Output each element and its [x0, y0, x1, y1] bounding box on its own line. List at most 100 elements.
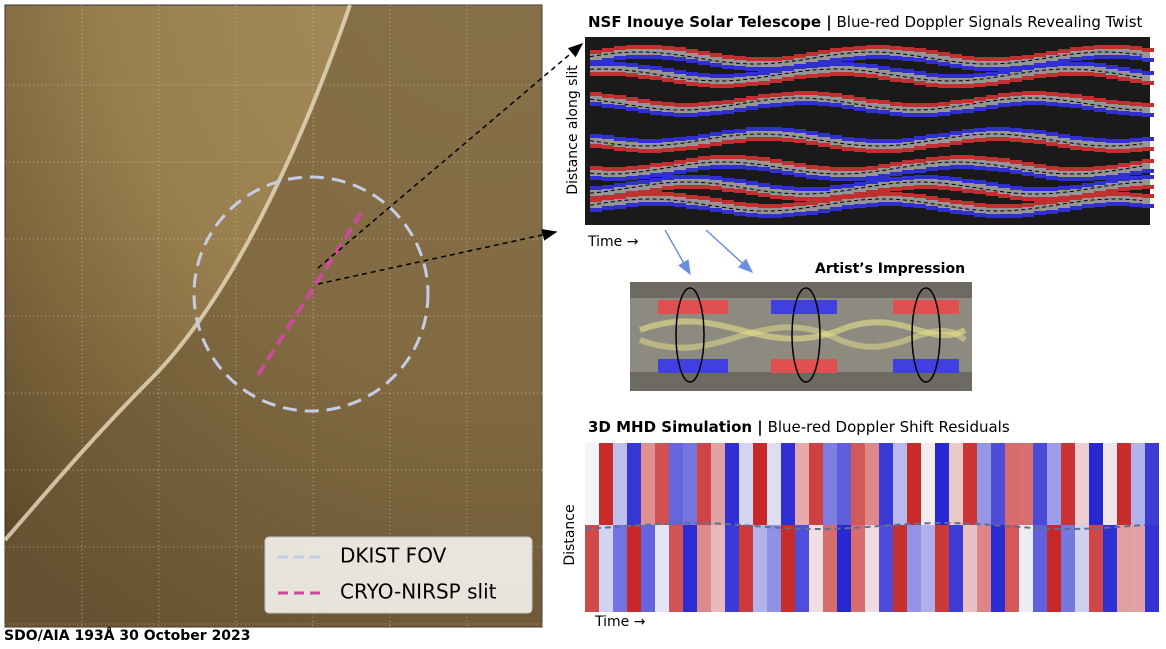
strip-white	[722, 202, 734, 212]
strip-blue	[746, 181, 758, 185]
strip-blue	[758, 127, 770, 131]
strip-blue	[866, 166, 878, 170]
strip-red	[674, 80, 686, 84]
strip-blue	[710, 101, 722, 105]
strip-red	[1034, 140, 1046, 144]
strip-blue	[890, 139, 902, 143]
stripe	[921, 525, 935, 612]
strip-white	[758, 73, 770, 83]
strip-red	[1046, 142, 1058, 146]
strip-blue	[1058, 93, 1070, 97]
strip-blue	[926, 196, 938, 200]
strip-white	[1118, 179, 1130, 189]
stripe	[795, 443, 809, 525]
strip-blue	[698, 51, 710, 55]
strip-white	[890, 48, 902, 58]
stripe	[683, 443, 697, 525]
stripe	[1047, 443, 1061, 525]
strip-red	[986, 67, 998, 71]
strip-red	[1106, 75, 1118, 79]
strip-blue	[1094, 166, 1106, 170]
strip-white	[1070, 198, 1082, 208]
strip-red	[746, 106, 758, 110]
strip-white	[866, 182, 878, 192]
strip-white	[1094, 65, 1106, 75]
stripe	[1019, 525, 1033, 612]
strip-white	[950, 202, 962, 212]
strip-red	[950, 165, 962, 169]
strip-blue	[782, 161, 794, 165]
strip-blue	[1094, 45, 1106, 49]
stripe	[669, 525, 683, 612]
strip-blue	[734, 129, 746, 133]
strip-white	[746, 158, 758, 168]
strip-red	[914, 185, 926, 189]
artist-image	[630, 282, 972, 391]
strip-white	[1142, 177, 1154, 187]
strip-white	[1130, 48, 1142, 58]
strip-white	[1130, 104, 1142, 114]
legend: DKIST FOV CRYO-NIRSP slit	[264, 536, 533, 614]
strip-white	[770, 161, 782, 171]
strip-white	[938, 76, 950, 86]
strip-red	[866, 190, 878, 194]
strip-white	[626, 140, 638, 150]
strip-blue	[626, 63, 638, 67]
strip-blue	[758, 71, 770, 75]
strip-white	[818, 189, 830, 199]
strip-red	[842, 147, 854, 151]
strip-red	[710, 165, 722, 169]
strip-blue	[986, 127, 998, 131]
strip-blue	[794, 91, 806, 95]
stripe	[879, 443, 893, 525]
strip-blue	[1094, 181, 1106, 185]
strip-white	[878, 102, 890, 112]
strip-white	[638, 67, 650, 77]
strip-white	[674, 49, 686, 59]
strip-blue	[650, 178, 662, 182]
strip-red	[986, 105, 998, 109]
strip-white	[1070, 169, 1082, 179]
strip-red	[746, 137, 758, 141]
strip-blue	[1142, 175, 1154, 179]
strip-red	[1094, 203, 1106, 207]
strip-blue	[722, 55, 734, 59]
strip-white	[986, 184, 998, 194]
stripe	[795, 525, 809, 612]
stripe	[991, 443, 1005, 525]
strip-red	[1010, 102, 1022, 106]
strip-blue	[1022, 162, 1034, 166]
strip-red	[674, 113, 686, 117]
strip-white	[1082, 98, 1094, 108]
strip-red	[626, 73, 638, 77]
strip-white	[854, 184, 866, 194]
strip-red	[950, 210, 962, 214]
strip-red	[722, 140, 734, 144]
strip-white	[1058, 51, 1070, 61]
strip-blue	[962, 99, 974, 103]
strip-red	[602, 104, 614, 108]
stripe	[711, 525, 725, 612]
strip-blue	[878, 164, 890, 168]
strip-red	[962, 66, 974, 70]
strip-blue	[962, 155, 974, 159]
panel-title: Artist’s Impression	[815, 261, 965, 277]
strip-white	[998, 186, 1010, 196]
strip-white	[962, 203, 974, 213]
strip-white	[638, 47, 650, 57]
strip-red	[902, 57, 914, 61]
strip-white	[1142, 161, 1154, 171]
strip-blue	[614, 167, 626, 171]
stripe	[781, 525, 795, 612]
strip-red	[1118, 173, 1130, 177]
strip-white	[758, 159, 770, 169]
stripe	[949, 443, 963, 525]
strip-white	[698, 136, 710, 146]
strip-red	[674, 203, 686, 207]
strip-white	[662, 164, 674, 174]
strip-red	[770, 103, 782, 107]
strip-blue	[986, 95, 998, 99]
strip-blue	[854, 46, 866, 50]
strip-blue	[746, 127, 758, 131]
strip-white	[722, 76, 734, 86]
